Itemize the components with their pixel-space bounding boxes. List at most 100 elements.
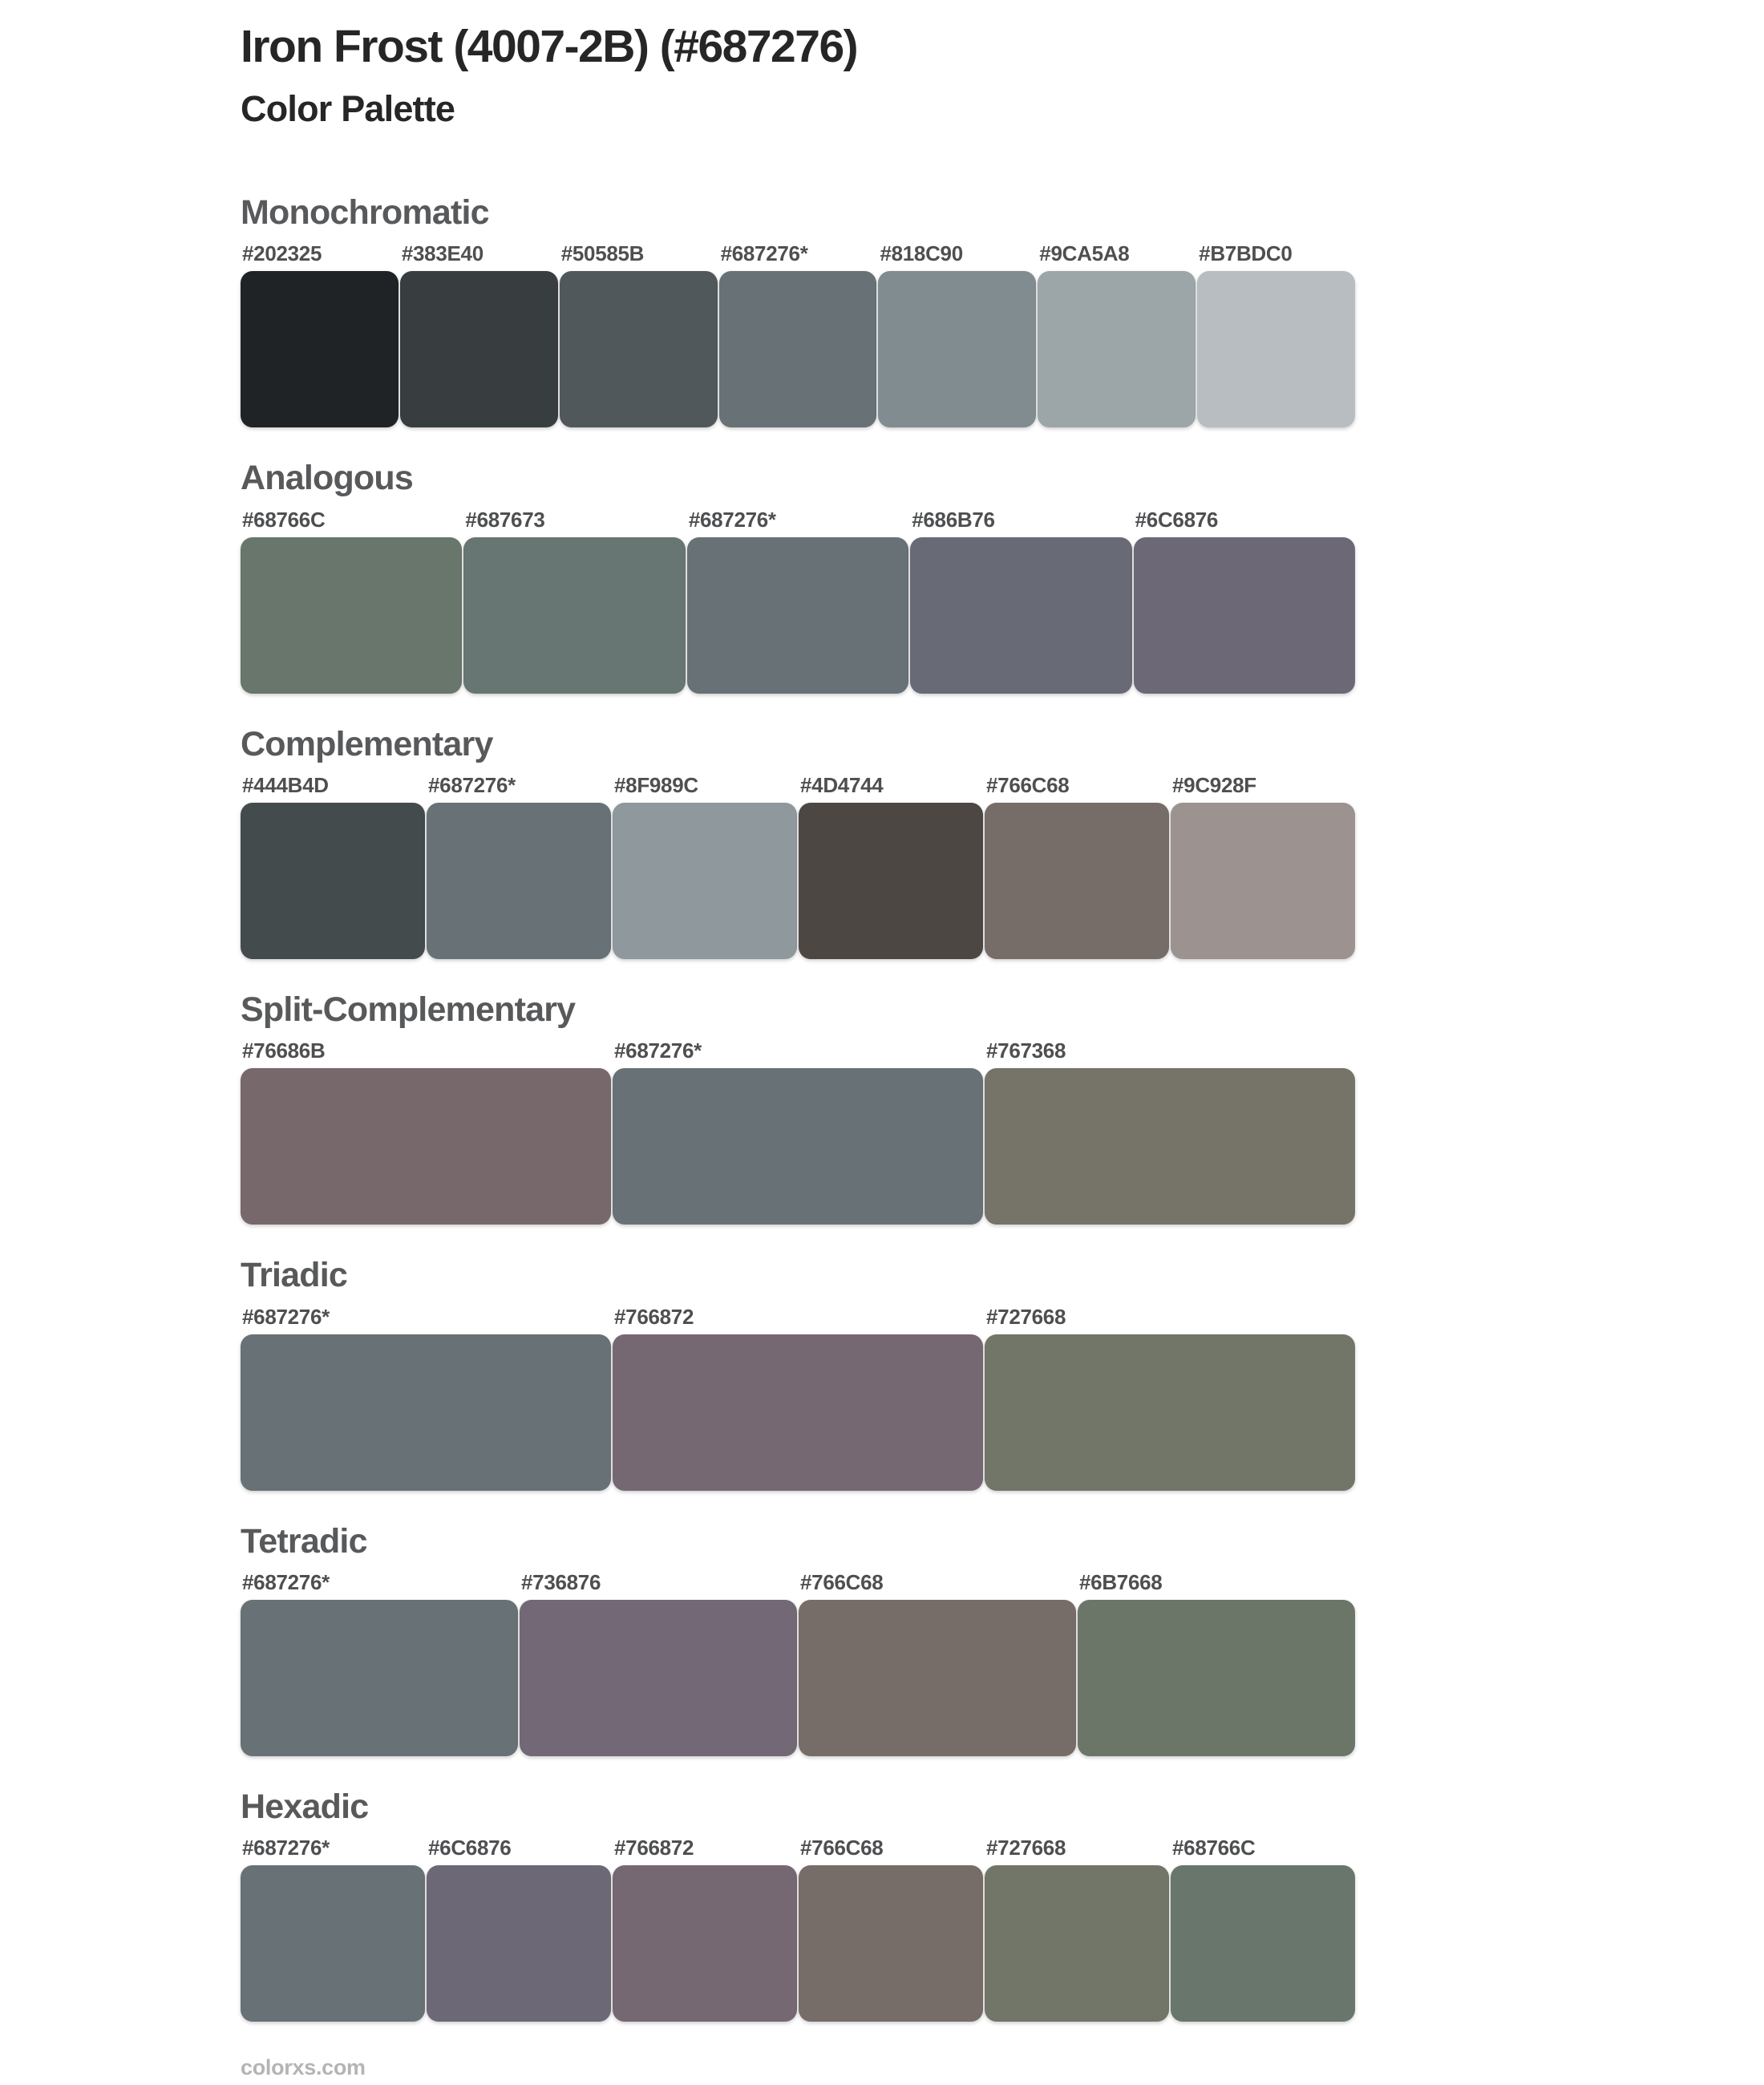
hex-label: #687673	[465, 507, 545, 532]
hex-label: #8F989C	[614, 773, 698, 798]
hex-label: #687276*	[242, 1570, 330, 1595]
swatch-row	[241, 802, 1355, 959]
color-swatch[interactable]	[799, 802, 983, 959]
swatch-row	[241, 1599, 1355, 1756]
color-swatch[interactable]	[241, 1068, 611, 1225]
hex-label: #818C90	[880, 241, 963, 266]
section-title: Analogous	[241, 459, 414, 498]
swatch-row	[241, 1334, 1355, 1491]
palette-section: Monochromatic #202325 #383E40 #50585B #68727…	[241, 193, 1356, 428]
color-swatch[interactable]	[910, 536, 1132, 694]
hex-label: #687276*	[688, 507, 776, 532]
hex-label-row: #68766C #687673 #687276* #686B76 #6C6876	[241, 508, 1355, 532]
hex-label: #B7BDC0	[1199, 241, 1293, 266]
swatch-row	[241, 1068, 1355, 1225]
color-swatch[interactable]	[241, 802, 425, 959]
color-swatch[interactable]	[241, 271, 399, 428]
hex-label: #687276*	[242, 1836, 330, 1860]
hex-label-row: #202325 #383E40 #50585B #687276* #818C90 #9CA…	[241, 242, 1355, 266]
color-swatch[interactable]	[985, 1334, 1355, 1491]
color-swatch[interactable]	[718, 271, 877, 428]
hex-label-row: #687276* #6C6876 #766872 #766C68 #727668 #687…	[241, 1836, 1355, 1860]
palette-section: Split-Complementary #76686B #687276* #76736…	[241, 991, 1355, 1225]
hex-label: #68766C	[1172, 1836, 1256, 1860]
color-swatch[interactable]	[1133, 536, 1356, 694]
color-swatch[interactable]	[686, 536, 909, 694]
hex-label: #736876	[521, 1570, 601, 1595]
site-credit: colorxs.com	[241, 2055, 366, 2080]
hex-label: #687276*	[242, 1304, 330, 1329]
section-title: Monochromatic	[241, 193, 490, 232]
hex-label: #727668	[986, 1304, 1066, 1329]
section-title: Triadic	[241, 1256, 348, 1295]
hex-label: #766C68	[800, 1836, 884, 1860]
hex-label: #687276*	[614, 1038, 702, 1063]
page-title: Iron Frost (4007-2B) (#687276)	[241, 21, 859, 72]
hex-label: #50585B	[560, 241, 645, 266]
color-swatch[interactable]	[1171, 1865, 1355, 2022]
section-title: Hexadic	[241, 1787, 369, 1826]
hex-label: #766872	[614, 1836, 694, 1860]
hex-label: #767368	[986, 1038, 1066, 1063]
color-swatch[interactable]	[559, 271, 718, 428]
hex-label: #76686B	[242, 1038, 326, 1063]
color-swatch[interactable]	[241, 1334, 611, 1491]
color-swatch[interactable]	[520, 1599, 797, 1756]
hex-label: #766C68	[800, 1570, 884, 1595]
color-swatch[interactable]	[399, 271, 558, 428]
palette-section: Hexadic #687276* #6C6876 #766872 #766C68 #727…	[241, 1788, 1355, 2022]
color-swatch[interactable]	[613, 1068, 983, 1225]
color-swatch[interactable]	[799, 1599, 1076, 1756]
palette-section: Complementary #444B4D #687276* #8F989C #4D47…	[241, 724, 1355, 959]
hex-label: #766C68	[986, 773, 1070, 798]
hex-label: #4D4744	[800, 773, 884, 798]
hex-label-row: #687276* #766872 #727668	[241, 1304, 1355, 1330]
hex-label: #687276*	[428, 773, 516, 798]
color-swatch[interactable]	[985, 1068, 1355, 1225]
hex-label: #687276*	[720, 241, 808, 266]
hex-label: #6C6876	[428, 1836, 512, 1860]
palette-section: Analogous #68766C #687673 #687276* #686B76 #6…	[241, 459, 1356, 694]
hex-label: #686B76	[912, 507, 995, 532]
color-swatch[interactable]	[985, 802, 1169, 959]
color-swatch[interactable]	[1197, 271, 1356, 428]
hex-label: #9C928F	[1172, 773, 1256, 798]
color-swatch[interactable]	[1038, 271, 1196, 428]
hex-label: #9CA5A8	[1039, 241, 1130, 266]
page-subtitle: Color Palette	[241, 88, 455, 129]
color-swatch[interactable]	[241, 1599, 518, 1756]
color-swatch[interactable]	[241, 536, 463, 694]
hex-label-row: #444B4D #687276* #8F989C #4D4744 #766C68 #9C9…	[241, 773, 1355, 798]
section-title: Split-Complementary	[241, 990, 576, 1029]
color-swatch[interactable]	[613, 1334, 983, 1491]
color-swatch[interactable]	[985, 1865, 1169, 2022]
palette-sections: Monochromatic #202325 #383E40 #50585B #68727…	[241, 194, 1764, 2022]
color-swatch[interactable]	[241, 1865, 425, 2022]
hex-label-row: #76686B #687276* #767368	[241, 1039, 1355, 1063]
hex-label: #6C6876	[1135, 507, 1219, 532]
palette-section: Triadic #687276* #766872 #727668	[241, 1256, 1355, 1491]
palette-section: Tetradic #687276* #736876 #766C68 #6B7668	[241, 1521, 1355, 1756]
hex-label: #444B4D	[242, 773, 329, 798]
hex-label: #766872	[614, 1304, 694, 1329]
swatch-row	[241, 536, 1356, 694]
color-swatch[interactable]	[613, 802, 797, 959]
color-swatch[interactable]	[1171, 802, 1355, 959]
color-swatch[interactable]	[1078, 1599, 1355, 1756]
hex-label: #202325	[242, 241, 322, 266]
color-swatch[interactable]	[427, 802, 611, 959]
color-swatch[interactable]	[799, 1865, 983, 2022]
color-swatch[interactable]	[613, 1865, 797, 2022]
color-swatch[interactable]	[427, 1865, 611, 2022]
swatch-row	[241, 271, 1356, 428]
color-swatch[interactable]	[463, 536, 686, 694]
hex-label: #6B7668	[1079, 1570, 1163, 1595]
hex-label: #727668	[986, 1836, 1066, 1860]
hex-label-row: #687276* #736876 #766C68 #6B7668	[241, 1570, 1355, 1595]
section-title: Tetradic	[241, 1521, 367, 1561]
swatch-row	[241, 1865, 1355, 2022]
color-swatch[interactable]	[878, 271, 1037, 428]
section-title: Complementary	[241, 724, 493, 763]
hex-label: #68766C	[242, 507, 326, 532]
